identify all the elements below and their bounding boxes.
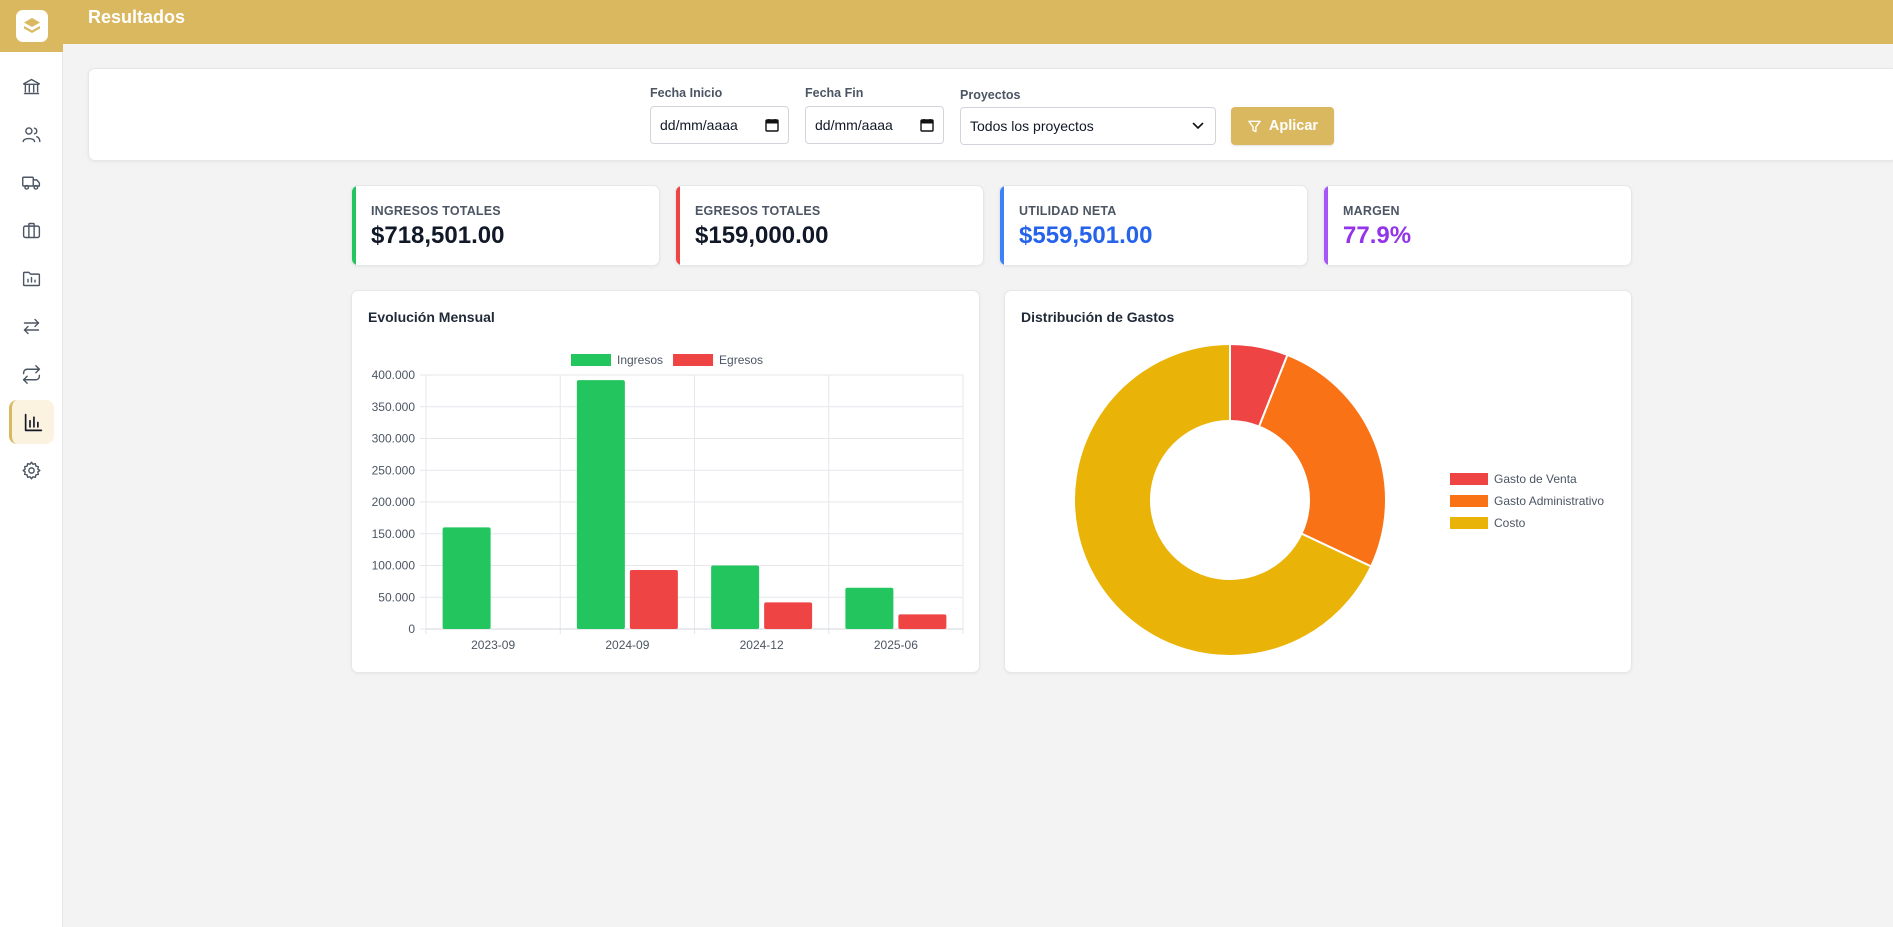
bar-egresos-2025-06 bbox=[898, 614, 947, 629]
kpi-label: INGRESOS TOTALES bbox=[371, 204, 501, 218]
end-date-label: Fecha Fin bbox=[805, 86, 864, 100]
x-tick-label: 2024-09 bbox=[605, 638, 649, 652]
sidebar-item-briefcase[interactable] bbox=[9, 208, 54, 252]
y-tick-label: 50.000 bbox=[378, 590, 415, 604]
users-icon bbox=[22, 126, 41, 142]
sidebar-item-truck[interactable] bbox=[9, 160, 54, 204]
legend-label: Egresos bbox=[719, 353, 763, 367]
kpi-accent-bar bbox=[352, 186, 356, 265]
sidebar-item-settings[interactable] bbox=[9, 448, 54, 492]
kpi-value: 77.9% bbox=[1343, 222, 1412, 249]
sidebar-item-folder-reports[interactable] bbox=[9, 256, 54, 300]
end-date-value: dd/mm/aaaa bbox=[815, 117, 893, 133]
y-tick-label: 200.000 bbox=[372, 495, 416, 509]
projects-label: Proyectos bbox=[960, 88, 1021, 102]
truck-icon bbox=[22, 176, 41, 190]
sidebar-item-results[interactable] bbox=[9, 400, 54, 444]
y-tick-label: 300.000 bbox=[372, 432, 416, 446]
repeat-icon bbox=[22, 364, 41, 384]
kpi-accent-bar bbox=[1324, 186, 1328, 265]
apply-filters-button[interactable]: Aplicar bbox=[1231, 107, 1334, 145]
page-title: Resultados bbox=[88, 7, 186, 27]
briefcase-icon bbox=[22, 222, 41, 238]
slice-costo bbox=[1073, 342, 1373, 657]
bar-chart-icon bbox=[24, 413, 42, 431]
legend-swatch bbox=[571, 354, 611, 366]
legend-label: Gasto de Venta bbox=[1494, 472, 1577, 486]
kpi-label: UTILIDAD NETA bbox=[1019, 204, 1117, 218]
monthly-evolution-card: Evolución Mensual 0 50.000 100.000 150.000 2… bbox=[351, 290, 980, 673]
legend-swatch bbox=[1450, 473, 1488, 485]
bank-icon bbox=[22, 78, 41, 94]
legend-label: Ingresos bbox=[617, 353, 663, 367]
gear-icon bbox=[22, 460, 41, 480]
kpi-value: $159,000.00 bbox=[695, 222, 829, 249]
projects-select[interactable]: Todos los proyectos bbox=[960, 107, 1216, 145]
monthly-evolution-chart: 0 50.000 100.000 150.000 200.000 250.000 300.0… bbox=[372, 353, 964, 652]
y-tick-label: 150.000 bbox=[372, 527, 416, 541]
y-tick-label: 100.000 bbox=[372, 559, 416, 573]
x-tick-label: 2025-06 bbox=[874, 638, 918, 652]
y-tick-label: 350.000 bbox=[372, 400, 416, 414]
calendar-icon[interactable] bbox=[765, 118, 779, 132]
chevron-down-icon bbox=[1192, 122, 1204, 129]
legend-label: Costo bbox=[1494, 516, 1526, 530]
kpi-accent-bar bbox=[676, 186, 680, 265]
x-tick-label: 2024-12 bbox=[740, 638, 784, 652]
x-tick-label: 2023-09 bbox=[471, 638, 515, 652]
calendar-icon[interactable] bbox=[920, 118, 934, 132]
chart-title: Evolución Mensual bbox=[368, 309, 495, 325]
slice-gasto-administrativo bbox=[1257, 353, 1387, 568]
legend-label: Gasto Administrativo bbox=[1494, 494, 1604, 508]
start-date-input[interactable]: dd/mm/aaaa bbox=[650, 106, 789, 144]
kpi-value: $718,501.00 bbox=[371, 222, 505, 249]
bar-ingresos-2024-12 bbox=[711, 565, 760, 629]
y-tick-label: 400.000 bbox=[372, 368, 416, 382]
kpi-card-net-profit: UTILIDAD NETA $559,501.00 bbox=[999, 185, 1308, 266]
legend-swatch bbox=[1450, 517, 1488, 529]
legend-swatch bbox=[1450, 495, 1488, 507]
sidebar-item-transfers[interactable] bbox=[9, 304, 54, 348]
filter-icon bbox=[1248, 120, 1261, 132]
end-date-input[interactable]: dd/mm/aaaa bbox=[805, 106, 944, 144]
y-tick-label: 0 bbox=[408, 622, 415, 636]
sidebar-item-bank[interactable] bbox=[9, 64, 54, 108]
chart-title: Distribución de Gastos bbox=[1021, 309, 1175, 325]
expense-distribution-chart: Gasto de Venta Gasto Administrativo Costo bbox=[1073, 342, 1604, 657]
kpi-card-total-expenses: EGRESOS TOTALES $159,000.00 bbox=[675, 185, 984, 266]
sidebar-item-recurring[interactable] bbox=[9, 352, 54, 396]
sidebar bbox=[0, 0, 63, 927]
apply-button-label: Aplicar bbox=[1268, 118, 1319, 134]
bar-ingresos-2025-06 bbox=[845, 587, 894, 629]
folder-chart-icon bbox=[22, 271, 41, 286]
kpi-card-margin: MARGEN 77.9% bbox=[1323, 185, 1632, 266]
expense-distribution-card: Distribución de Gastos Gasto de Venta Gas… bbox=[1004, 290, 1632, 673]
kpi-accent-bar bbox=[1000, 186, 1004, 265]
bar-egresos-2024-12 bbox=[764, 602, 813, 629]
bar-ingresos-2024-09 bbox=[576, 380, 625, 629]
kpi-label: MARGEN bbox=[1343, 204, 1400, 218]
projects-selected-value: Todos los proyectos bbox=[970, 118, 1094, 134]
legend-swatch bbox=[673, 354, 714, 366]
start-date-value: dd/mm/aaaa bbox=[660, 117, 738, 133]
start-date-label: Fecha Inicio bbox=[650, 86, 723, 100]
layers-logo-icon bbox=[23, 18, 40, 33]
sidebar-item-users[interactable] bbox=[9, 112, 54, 156]
arrows-swap-icon bbox=[23, 318, 40, 334]
y-tick-label: 250.000 bbox=[372, 463, 416, 477]
kpi-label: EGRESOS TOTALES bbox=[695, 204, 821, 218]
kpi-card-total-income: INGRESOS TOTALES $718,501.00 bbox=[351, 185, 660, 266]
top-header: Resultados bbox=[63, 0, 1893, 44]
bar-egresos-2024-09 bbox=[629, 569, 678, 629]
app-logo[interactable] bbox=[0, 0, 63, 52]
bar-ingresos-2023-09 bbox=[442, 527, 491, 629]
kpi-value: $559,501.00 bbox=[1019, 222, 1153, 249]
